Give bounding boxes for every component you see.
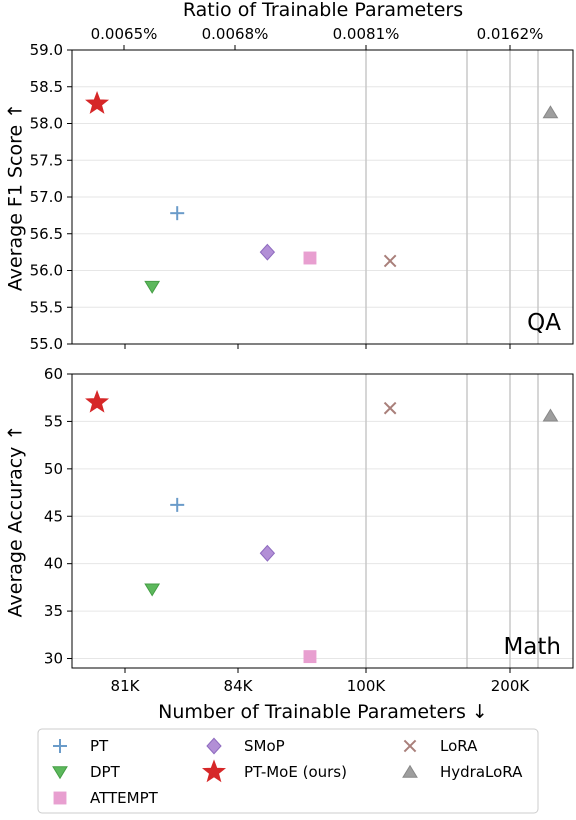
legend-marker-ptmoe [201,759,227,783]
panel-0-point-lora [383,254,397,268]
text-layer: Ratio of Trainable Parameters Number of … [5,0,562,723]
legend-marker-ptmoe-shape [201,759,227,783]
legend-label-attempt: ATTEMPT [90,789,159,807]
panel-1-point-lora [383,401,397,415]
panel-1-point-pt [170,497,185,512]
panel-0-label: QA [527,310,561,336]
legend: PT DPT ATTEMPT SMoP PT-MoE (ours) LoRA HydraLo… [37,728,539,814]
legend-label-lora: LoRA [440,737,478,755]
panel-1-point-dpt [144,583,161,597]
legend-marker-attempt-shape [53,791,67,805]
panel-0-ytick-label-1: 55.5 [30,298,63,316]
legend-label-smop: SMoP [244,737,285,755]
panel-0-point-attempt [303,251,317,265]
panel-0-point-ptmoe-shape [85,91,110,114]
panel-1-ytick-label-2: 40 [44,555,63,573]
panel-0-point-attempt-shape [303,251,317,265]
legend-label-dpt: DPT [90,763,121,781]
panel-0-point-pt [170,206,185,221]
panel-0-point-dpt [144,280,161,294]
legend-marker-lora-b [403,739,417,753]
legend-marker-attempt [53,791,67,805]
panel-0-ytick-label-5: 57.5 [30,151,63,169]
panel-0-ytick-label-4: 57.0 [30,188,63,206]
points-layer [85,91,559,664]
panel-1-point-hydralora [542,408,559,422]
panel-1-point-attempt-shape [303,650,317,664]
panel-0-ytick-label-2: 56.0 [30,262,63,280]
panel-1-point-dpt-shape [144,583,161,597]
legend-label-ptmoe: PT-MoE (ours) [244,763,347,781]
panel-1-ytick-label-6: 60 [44,365,63,383]
panel-0-point-smop-shape [259,243,276,261]
panel-1-ytick-label-1: 35 [44,602,63,620]
axes-layer [67,45,574,673]
panel-1-label: Math [503,634,561,660]
top-tick-label-1: 0.0068% [202,25,269,43]
panel-0-ytick-label-3: 56.5 [30,225,63,243]
panel-0-point-smop [259,243,276,261]
top-tick-label-3: 0.0162% [477,25,544,43]
legend-marker-dpt [52,766,68,780]
panel-1-point-attempt [303,650,317,664]
panel-1-frame [71,373,574,669]
grid-layer [72,49,573,668]
panel-1-ytick-label-4: 50 [44,460,63,478]
panel-0-point-hydralora [542,105,559,119]
panel-0-ytick-label-0: 55.0 [30,335,63,353]
top-tick-label-2: 0.0081% [333,25,400,43]
panel-1-point-smop-shape [259,544,276,562]
x-tick-label-2: 100K [347,677,387,695]
panel-0-ylabel: Average F1 Score ↑ [5,103,27,291]
panel-0-point-dpt-shape [144,280,161,294]
legend-label-pt: PT [90,737,109,755]
legend-marker-dpt-shape [52,766,68,780]
legend-marker-hydralora [402,764,418,778]
panel-0-point-ptmoe [85,91,110,114]
panel-0-point-hydralora-shape [542,105,559,119]
x-tick-label-0: 81K [111,677,141,695]
panel-0-ytick-label-7: 58.5 [30,78,63,96]
legend-marker-smop [206,737,222,755]
panel-1-ytick-label-3: 45 [44,507,63,525]
panel-1-point-smop [259,544,276,562]
panel-0-ytick-label-8: 59.0 [30,41,63,59]
panel-0-ytick-label-6: 58.0 [30,115,63,133]
panel-1-ytick-label-5: 55 [44,412,63,430]
panel-1-point-hydralora-shape [542,408,559,422]
legend-label-hydralora: HydraLoRA [440,763,523,781]
legend-marker-hydralora-shape [402,764,418,778]
panel-1-point-ptmoe-shape [85,389,110,413]
panel-1-ytick-label-0: 30 [44,650,63,668]
x-axis-title: Number of Trainable Parameters ↓ [158,701,488,723]
top-tick-label-0: 0.0065% [91,25,158,43]
panel-1-point-ptmoe [85,389,110,413]
panel-0-point-lora-b [383,254,397,268]
legend-marker-smop-shape [206,737,222,755]
panel-1-ylabel: Average Accuracy ↑ [5,425,27,618]
x-tick-label-3: 200K [491,677,531,695]
top-axis-title: Ratio of Trainable Parameters [183,0,463,21]
x-tick-label-1: 84K [224,677,254,695]
legend-marker-pt [53,739,67,753]
panel-0-frame [71,49,574,345]
panel-1-point-lora-b [383,401,397,415]
legend-marker-lora [403,739,417,753]
